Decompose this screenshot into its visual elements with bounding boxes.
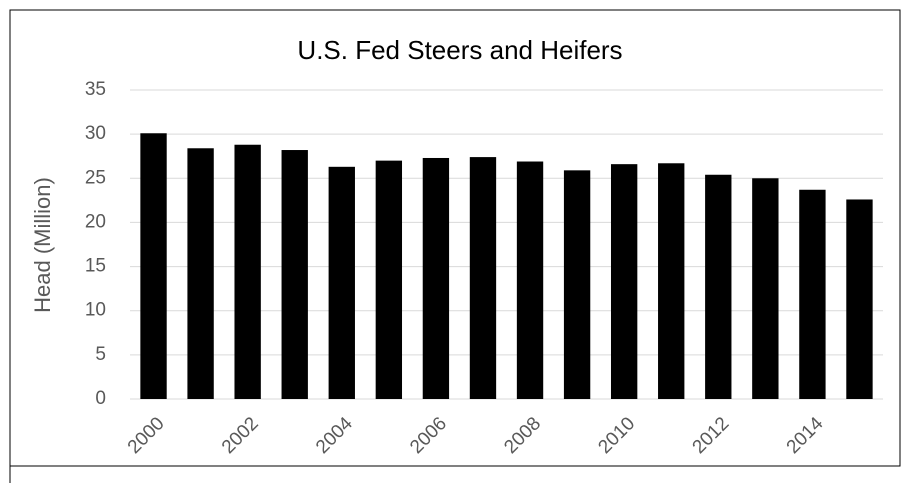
bar	[516, 161, 544, 399]
bar	[799, 189, 826, 399]
bar	[705, 174, 732, 399]
bar	[187, 148, 214, 399]
y-axis-label: Head (Million)	[30, 177, 55, 313]
x-tick-label: 2000	[124, 413, 169, 458]
y-tick-label: 15	[85, 256, 106, 277]
bar	[752, 178, 779, 399]
x-tick-label: 2002	[218, 413, 263, 458]
bar	[469, 157, 497, 399]
y-tick-label: 20	[85, 211, 106, 232]
y-tick-label: 5	[95, 344, 106, 365]
y-tick-label: 35	[85, 79, 106, 100]
bar	[328, 166, 355, 399]
x-tick-label: 2004	[312, 413, 357, 458]
bar	[422, 157, 450, 399]
bar	[140, 133, 167, 399]
bar	[234, 144, 261, 399]
y-tick-label: 30	[85, 123, 106, 144]
x-tick-label: 2008	[500, 413, 545, 458]
bar	[281, 150, 308, 399]
x-tick-label: 2006	[406, 413, 451, 458]
bar	[610, 164, 638, 399]
x-tick-label: 2012	[689, 413, 734, 458]
bar	[563, 170, 591, 399]
x-tick-label: 2010	[594, 413, 639, 458]
bar	[846, 199, 873, 399]
chart-frame	[9, 9, 901, 467]
bar	[375, 160, 403, 399]
x-tick-label: 2014	[783, 413, 828, 458]
bar	[658, 163, 685, 399]
chart-title: U.S. Fed Steers and Heifers	[297, 35, 622, 65]
y-tick-label: 25	[85, 167, 106, 188]
y-tick-label: 0	[95, 388, 106, 409]
y-tick-label: 10	[85, 300, 106, 321]
